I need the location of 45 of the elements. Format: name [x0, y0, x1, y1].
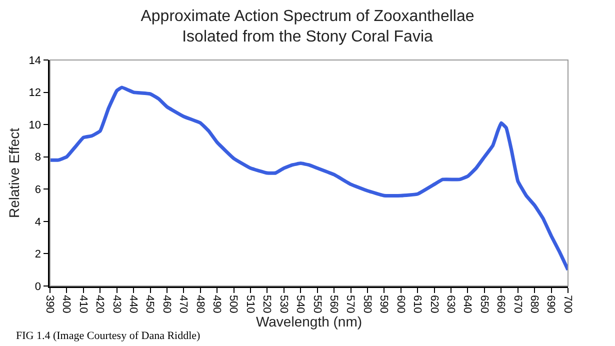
- x-tick-label: 700: [561, 294, 574, 314]
- x-tick-label: 540: [294, 294, 306, 314]
- x-tick-label: 440: [126, 294, 139, 314]
- x-tick-label: 450: [144, 294, 156, 314]
- x-tick-label: 630: [444, 294, 456, 314]
- x-tick-label: 520: [260, 294, 273, 314]
- x-tick-label: 490: [210, 294, 223, 314]
- y-tick-label: 10: [28, 119, 42, 132]
- x-tick-label: 550: [310, 294, 323, 314]
- x-tick-label: 430: [110, 294, 122, 314]
- x-axis-title: Wavelength (nm): [256, 313, 362, 330]
- caption: FIG 1.4 (Image Courtesy of Dana Riddle): [16, 330, 201, 342]
- x-tick-label: 610: [411, 294, 424, 314]
- y-tick-label: 12: [28, 87, 42, 100]
- x-tick-label: 620: [428, 294, 440, 314]
- x-tick-label: 590: [378, 294, 390, 314]
- y-tick-label: 4: [34, 216, 42, 228]
- x-tick-label: 680: [528, 294, 540, 314]
- x-tick-label: 640: [461, 294, 474, 314]
- x-tick-label: 460: [160, 294, 172, 314]
- x-tick-label: 510: [244, 294, 256, 314]
- y-axis-title: Relative Effect: [6, 128, 22, 218]
- x-tick-label: 420: [94, 294, 106, 314]
- x-tick-label: 400: [60, 294, 72, 314]
- x-tick-label: 580: [360, 294, 373, 314]
- y-tick-label: 2: [34, 248, 42, 261]
- x-tick-label: 570: [344, 294, 356, 314]
- x-tick-label: 390: [43, 294, 56, 314]
- x-tick-label: 560: [327, 294, 340, 314]
- x-tick-label: 470: [177, 294, 190, 314]
- y-tick-label: 0: [34, 280, 42, 293]
- x-tick-label: 600: [394, 294, 406, 314]
- x-tick-label: 690: [544, 294, 557, 314]
- x-tick-label: 480: [194, 294, 206, 314]
- x-tick-label: 650: [478, 294, 490, 314]
- y-tick-label: 6: [34, 184, 42, 196]
- chart-title: Approximate Action Spectrum of Zooxanthellae Isolated from the Stony Coral Favia: [140, 8, 474, 46]
- x-tick-label: 670: [511, 294, 524, 314]
- x-tick-label: 410: [76, 294, 89, 314]
- x-tick-label: 530: [277, 294, 290, 314]
- line-series: [50, 86, 568, 272]
- y-tick-label: 14: [28, 54, 42, 67]
- x-tick-label: 660: [494, 294, 507, 314]
- y-tick-label: 8: [34, 152, 42, 164]
- x-tick-label: 500: [227, 294, 240, 314]
